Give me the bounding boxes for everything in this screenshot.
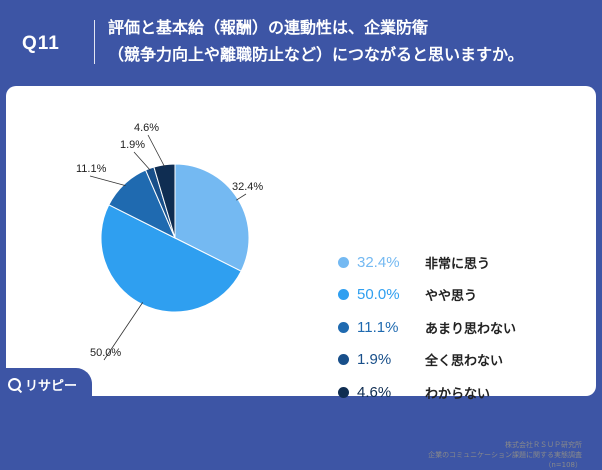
slice-leader-line xyxy=(103,302,144,361)
slice-leader-line xyxy=(147,134,165,167)
legend-label: やや思う xyxy=(425,289,478,305)
source-note-line: 企業のコミュニケーション課題に関する実態調査 xyxy=(428,451,582,459)
brand-logo: リサピー xyxy=(0,368,92,401)
source-note-line: 株式会社ＲＳＵＰ研究所 xyxy=(505,441,582,449)
legend-percentage: 4.6% xyxy=(357,383,392,401)
slice-value-label: 11.1% xyxy=(76,163,107,175)
header: Q11 評価と基本給（報酬）の連動性は、企業防衛 （競争力向上や離職防止など）に… xyxy=(0,0,602,86)
source-note-line: （n=108） xyxy=(544,461,582,469)
slice-value-label: 32.4% xyxy=(232,181,263,193)
legend-percentage: 50.0% xyxy=(357,286,400,304)
chart-card: 32.4% 50.0% 11.1% 1.9% 4.6% 32.4% 非常に思う 50.0% や… xyxy=(6,86,596,469)
question-number: Q11 xyxy=(22,33,60,54)
brand-logo-text: リサピー xyxy=(25,379,78,394)
slice-leader-line xyxy=(133,151,151,171)
legend-swatch xyxy=(338,354,349,366)
slice-value-label: 50.0% xyxy=(90,347,121,359)
question-title: 評価と基本給（報酬）の連動性は、企業防衛 （競争力向上や離職防止など）につながる… xyxy=(108,14,588,68)
legend-label: わからない xyxy=(425,386,491,402)
slice-leader-line xyxy=(236,193,247,201)
legend-item: 32.4% 非常に思う xyxy=(338,246,588,279)
pie-slice xyxy=(153,163,176,239)
slice-value-label: 1.9% xyxy=(120,139,145,151)
legend-item: 4.6% わからない xyxy=(338,376,588,409)
magnifier-logo-icon xyxy=(8,378,21,391)
slice-leader-line xyxy=(89,175,126,187)
pie-chart: 32.4% 50.0% 11.1% 1.9% 4.6% xyxy=(76,122,263,361)
legend-item: 50.0% やや思う xyxy=(338,279,588,312)
question-title-line-1: 評価と基本給（報酬）の連動性は、企業防衛 xyxy=(108,18,429,37)
legend-label: 全く思わない xyxy=(425,354,504,370)
source-note: 株式会社ＲＳＵＰ研究所 企業のコミュニケーション課題に関する実態調査 （n=10… xyxy=(428,440,582,470)
legend-item: 11.1% あまり思わない xyxy=(338,311,588,344)
legend-swatch xyxy=(338,321,349,333)
legend-percentage: 11.1% xyxy=(357,318,399,336)
question-title-line-2: （競争力向上や離職防止など）につながると思いますか。 xyxy=(108,45,524,64)
legend-swatch xyxy=(338,386,349,398)
chart-legend: 32.4% 非常に思う 50.0% やや思う 11.1% あまり思わない 1.9% 全く思わな… xyxy=(338,246,588,409)
legend-percentage: 32.4% xyxy=(357,253,400,271)
legend-swatch xyxy=(338,289,349,301)
legend-item: 1.9% 全く思わない xyxy=(338,344,588,377)
legend-label: あまり思わない xyxy=(425,321,517,337)
legend-label: 非常に思う xyxy=(425,256,491,272)
legend-percentage: 1.9% xyxy=(357,351,392,369)
legend-swatch xyxy=(338,256,349,268)
header-divider xyxy=(94,20,95,64)
slice-value-label: 4.6% xyxy=(134,122,159,134)
